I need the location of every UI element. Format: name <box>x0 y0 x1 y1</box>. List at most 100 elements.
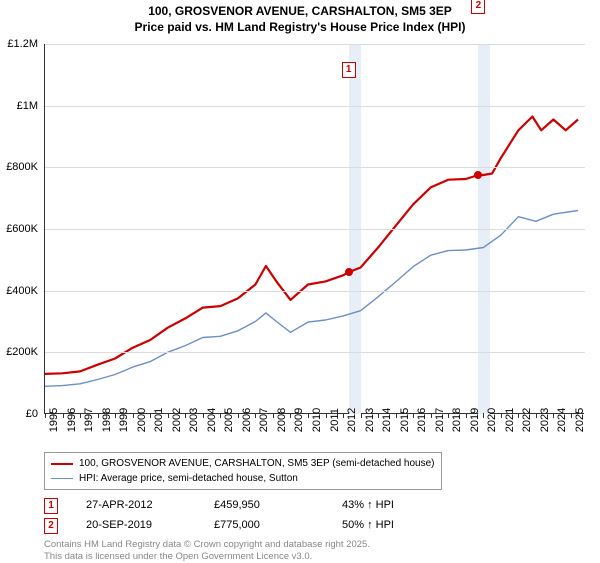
x-tick <box>361 413 362 418</box>
x-tick <box>413 413 414 418</box>
y-axis-label: £600K <box>6 223 38 235</box>
x-tick <box>185 413 186 418</box>
x-tick <box>343 413 344 418</box>
x-axis-label: 2025 <box>574 408 586 432</box>
x-tick <box>63 413 64 418</box>
sale-date-1: 27-APR-2012 <box>86 496 186 516</box>
footer: Contains HM Land Registry data © Crown c… <box>44 539 584 563</box>
sale-marker-2: 2 <box>44 518 58 534</box>
x-axis-label: 2004 <box>206 408 218 432</box>
x-tick <box>326 413 327 418</box>
x-tick <box>290 413 291 418</box>
x-axis-label: 2012 <box>346 408 358 432</box>
x-tick <box>448 413 449 418</box>
sale-price-1: £459,950 <box>214 496 314 516</box>
sales-row-2: 2 20-SEP-2019 £775,000 50% ↑ HPI <box>44 516 584 536</box>
x-axis-label: 2010 <box>311 408 323 432</box>
gridline <box>45 229 585 230</box>
y-axis-label: £0 <box>26 408 38 420</box>
title-line-1: 100, GROSVENOR AVENUE, CARSHALTON, SM5 3… <box>0 4 600 20</box>
y-axis-label: £1M <box>17 100 38 112</box>
legend-row-hpi: HPI: Average price, semi-detached house,… <box>51 471 435 486</box>
x-tick <box>571 413 572 418</box>
x-axis-label: 1998 <box>101 408 113 432</box>
x-axis-label: 2015 <box>399 408 411 432</box>
x-axis-label: 2013 <box>364 408 376 432</box>
title-line-2: Price paid vs. HM Land Registry's House … <box>0 20 600 36</box>
sale-dot <box>474 171 482 179</box>
x-axis-label: 2021 <box>504 408 516 432</box>
x-tick <box>80 413 81 418</box>
x-axis-label: 2022 <box>521 408 533 432</box>
legend-and-footer: 100, GROSVENOR AVENUE, CARSHALTON, SM5 3… <box>44 452 584 563</box>
x-axis-label: 2016 <box>416 408 428 432</box>
x-tick <box>466 413 467 418</box>
sale-dot <box>345 268 353 276</box>
sale-marker-box: 1 <box>342 62 356 78</box>
y-axis-label: £800K <box>6 161 38 173</box>
chart-area: 12 £0£200K£400K£600K£800K£1M£1.2M1995199… <box>44 44 584 414</box>
x-axis-label: 2024 <box>556 408 568 432</box>
x-axis-label: 2014 <box>381 408 393 432</box>
sales-row-1: 1 27-APR-2012 £459,950 43% ↑ HPI <box>44 496 584 516</box>
x-tick <box>518 413 519 418</box>
gridline <box>45 167 585 168</box>
legend-box: 100, GROSVENOR AVENUE, CARSHALTON, SM5 3… <box>44 452 442 490</box>
gridline <box>45 352 585 353</box>
x-axis-label: 2023 <box>539 408 551 432</box>
x-axis-label: 2019 <box>469 408 481 432</box>
sales-table: 1 27-APR-2012 £459,950 43% ↑ HPI 2 20-SE… <box>44 496 584 536</box>
x-tick <box>483 413 484 418</box>
footer-line-2: This data is licensed under the Open Gov… <box>44 551 584 563</box>
x-tick <box>150 413 151 418</box>
x-axis-label: 2001 <box>153 408 165 432</box>
plot-region: 12 <box>44 44 584 414</box>
x-axis-label: 2002 <box>171 408 183 432</box>
x-axis-label: 2005 <box>223 408 235 432</box>
x-axis-label: 2009 <box>293 408 305 432</box>
x-tick <box>203 413 204 418</box>
x-tick <box>536 413 537 418</box>
x-tick <box>273 413 274 418</box>
sale-delta-2: 50% ↑ HPI <box>342 516 442 536</box>
series-hpi <box>45 211 578 387</box>
x-axis-label: 1996 <box>66 408 78 432</box>
x-axis-label: 1999 <box>118 408 130 432</box>
sale-date-2: 20-SEP-2019 <box>86 516 186 536</box>
legend-label-hpi: HPI: Average price, semi-detached house,… <box>79 471 298 486</box>
gridline <box>45 291 585 292</box>
y-axis-label: £1.2M <box>7 38 38 50</box>
sale-price-2: £775,000 <box>214 516 314 536</box>
y-axis-label: £200K <box>6 346 38 358</box>
x-tick <box>255 413 256 418</box>
x-tick <box>238 413 239 418</box>
chart-title-block: 100, GROSVENOR AVENUE, CARSHALTON, SM5 3… <box>0 0 600 35</box>
x-tick <box>501 413 502 418</box>
x-tick <box>396 413 397 418</box>
x-tick <box>378 413 379 418</box>
legend-swatch-price <box>51 463 73 465</box>
x-axis-label: 2020 <box>486 408 498 432</box>
x-axis-label: 2000 <box>136 408 148 432</box>
x-axis-label: 1995 <box>48 408 60 432</box>
x-axis-label: 2018 <box>451 408 463 432</box>
sale-delta-1: 43% ↑ HPI <box>342 496 442 516</box>
x-tick <box>45 413 46 418</box>
x-tick <box>431 413 432 418</box>
x-axis-label: 2006 <box>241 408 253 432</box>
x-axis-label: 2003 <box>188 408 200 432</box>
series-price_paid <box>45 117 578 374</box>
sale-marker-1: 1 <box>44 498 58 514</box>
x-tick <box>308 413 309 418</box>
x-axis-label: 2007 <box>258 408 270 432</box>
x-tick <box>553 413 554 418</box>
legend-swatch-hpi <box>51 478 73 479</box>
sale-marker-box: 2 <box>471 0 485 14</box>
y-axis-label: £400K <box>6 285 38 297</box>
x-axis-label: 2017 <box>434 408 446 432</box>
x-axis-label: 1997 <box>83 408 95 432</box>
x-tick <box>220 413 221 418</box>
x-axis-label: 2011 <box>329 408 341 432</box>
legend-label-price: 100, GROSVENOR AVENUE, CARSHALTON, SM5 3… <box>79 456 435 471</box>
x-tick <box>168 413 169 418</box>
